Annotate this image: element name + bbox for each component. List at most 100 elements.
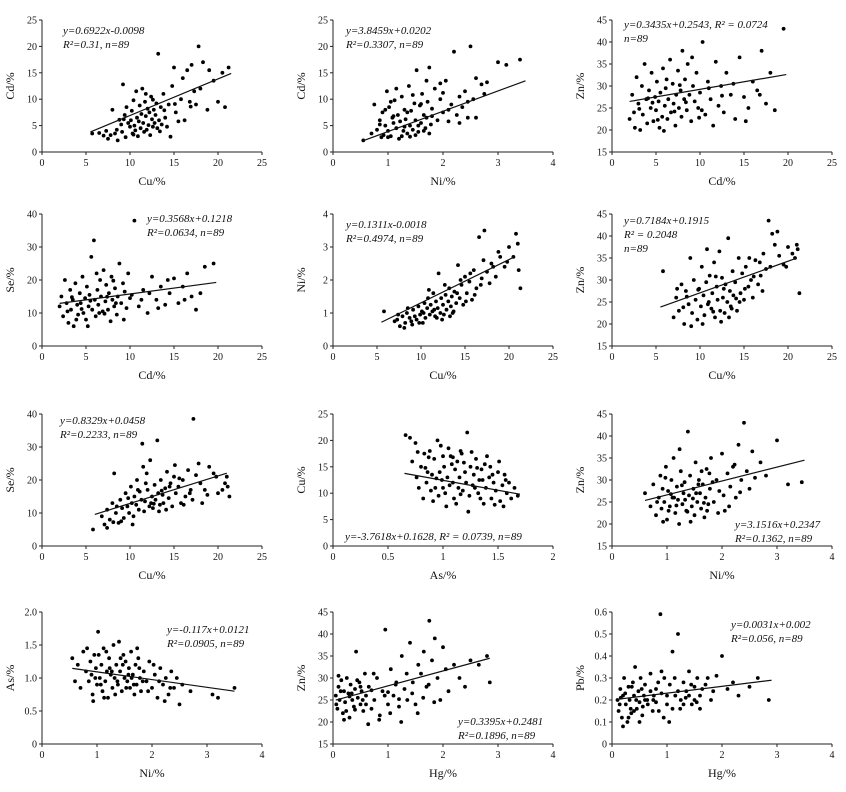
data-point [227, 494, 232, 499]
data-point [125, 679, 130, 684]
data-point [192, 89, 197, 94]
y-tick-label: 0 [32, 542, 37, 553]
data-point [369, 131, 374, 136]
data-point [766, 698, 771, 702]
data-point [188, 689, 193, 694]
data-point [721, 493, 726, 498]
data-point [786, 245, 790, 249]
regression-annotation: R²=0.1362, n=89 [734, 533, 813, 545]
data-point [121, 653, 126, 657]
data-point [750, 449, 755, 454]
data-point [156, 51, 161, 56]
data-point [158, 105, 163, 109]
data-point [784, 264, 789, 269]
y-tick-label: 20 [597, 320, 607, 331]
data-point [692, 684, 697, 689]
data-point [358, 702, 363, 707]
x-tick-label: 2 [720, 552, 725, 563]
data-point [688, 256, 693, 260]
data-point [440, 317, 444, 322]
data-point [645, 121, 650, 126]
data-point [747, 486, 752, 491]
data-point [185, 68, 190, 73]
data-point [429, 488, 433, 493]
data-point [656, 709, 661, 713]
data-point [93, 314, 98, 319]
data-point [108, 319, 113, 324]
data-point [349, 691, 354, 696]
data-point [461, 302, 466, 307]
y-tick-label: 15 [597, 342, 607, 353]
data-point [361, 709, 366, 713]
y-tick-label: 20 [27, 276, 37, 287]
data-point [454, 113, 459, 117]
x-tick-label: 0 [331, 552, 336, 563]
data-point [648, 671, 653, 676]
data-point [677, 308, 681, 313]
data-point [666, 489, 670, 493]
x-tick-label: 10 [125, 352, 135, 363]
data-point [105, 526, 109, 530]
data-point [654, 108, 658, 113]
data-point [463, 684, 467, 689]
data-point [700, 40, 705, 44]
data-point [136, 119, 141, 124]
y-tick-label: 30 [27, 243, 37, 254]
y-tick-label: 0 [602, 740, 607, 751]
data-point [714, 478, 719, 482]
data-point [428, 302, 433, 307]
data-point [78, 686, 83, 690]
data-point [399, 720, 404, 724]
data-point [165, 124, 169, 129]
x-axis-label: Cu/% [138, 568, 165, 582]
data-point [467, 493, 472, 498]
data-point [759, 48, 764, 53]
data-point [87, 293, 92, 297]
x-tick-label: 1 [95, 750, 100, 761]
regression-annotation: n=89 [624, 33, 648, 45]
data-point [694, 70, 699, 75]
data-point [478, 283, 483, 287]
data-point [621, 724, 625, 729]
regression-line [404, 472, 521, 495]
x-tick-label: 3 [775, 750, 780, 761]
data-point [336, 684, 341, 689]
data-point [713, 315, 717, 320]
data-point [627, 698, 632, 702]
data-point [417, 321, 422, 325]
data-point [165, 469, 169, 474]
data-point [85, 646, 89, 651]
data-point [139, 689, 143, 694]
data-point [743, 264, 748, 269]
data-point [507, 480, 511, 485]
data-point [116, 682, 120, 687]
data-point [115, 138, 120, 143]
data-point [166, 692, 171, 697]
data-point [179, 501, 183, 505]
data-point [137, 103, 142, 108]
data-point [705, 676, 710, 680]
data-point [435, 306, 440, 310]
data-point [92, 653, 97, 657]
data-point [618, 687, 623, 691]
data-point [458, 492, 463, 497]
data-point [713, 274, 718, 279]
data-point [731, 680, 735, 685]
data-point [427, 131, 432, 136]
x-tick-label: 5 [654, 352, 659, 363]
data-point [699, 304, 703, 309]
data-point [391, 114, 396, 118]
data-point [99, 662, 104, 667]
data-point [688, 473, 692, 478]
data-point [682, 322, 687, 326]
data-point [416, 662, 421, 667]
x-tick-label: 10 [125, 158, 135, 169]
data-point [472, 293, 477, 297]
data-point [638, 128, 643, 132]
data-point [180, 76, 185, 80]
data-point [693, 297, 698, 302]
y-tick-label: 40 [597, 38, 607, 49]
data-point [110, 297, 115, 302]
data-point [143, 481, 148, 486]
data-point [135, 115, 139, 120]
